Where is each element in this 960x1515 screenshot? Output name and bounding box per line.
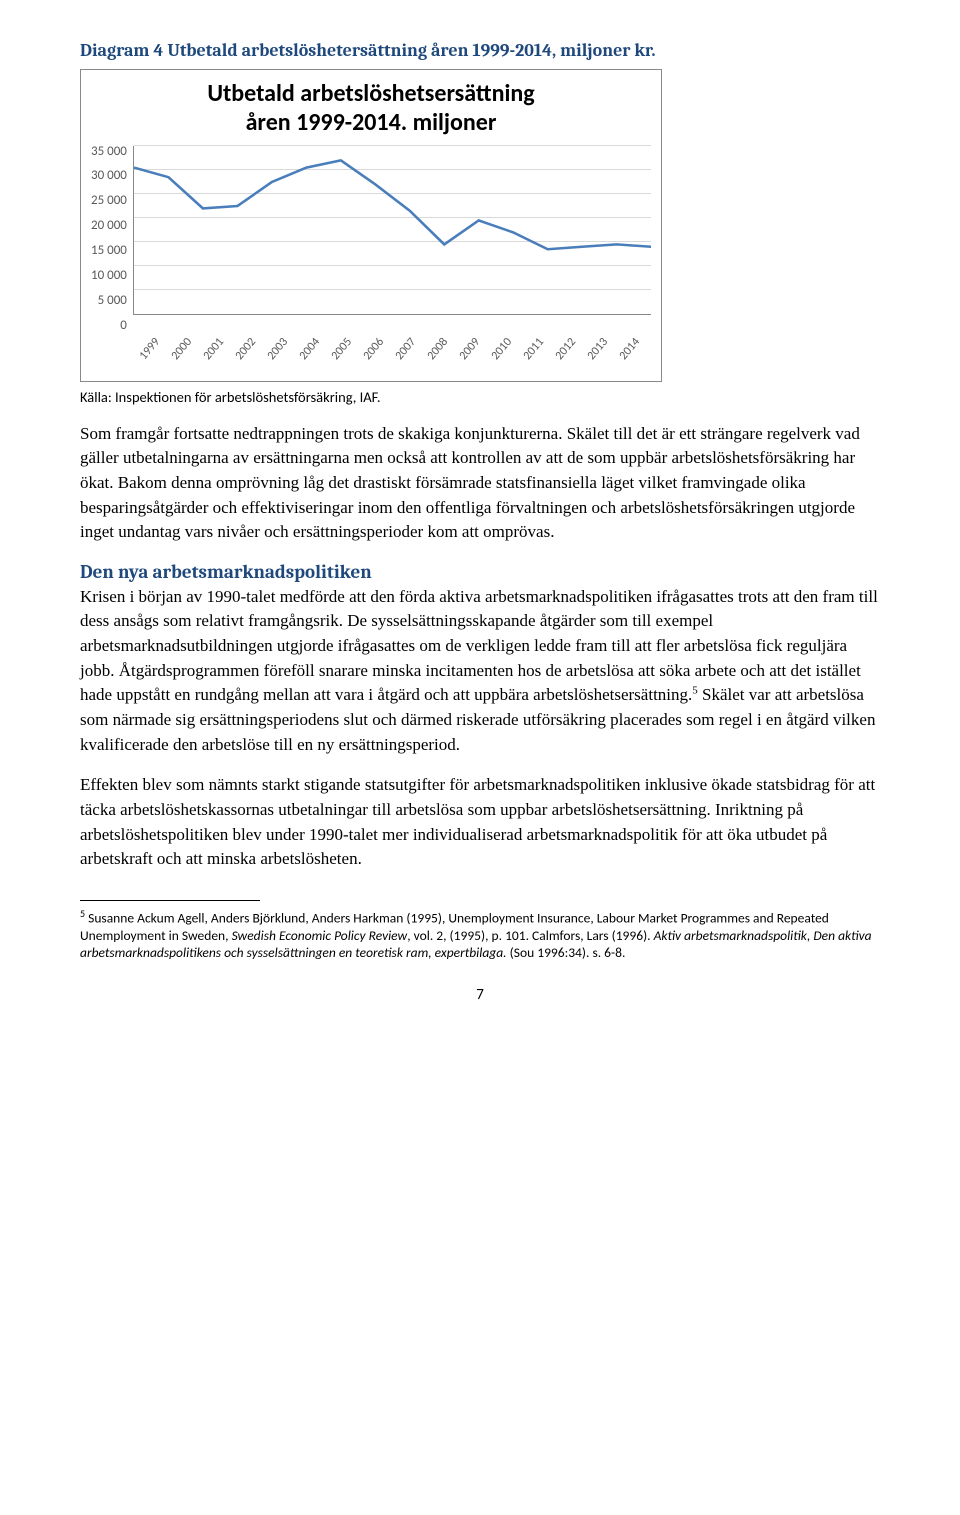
line-chart-svg	[134, 146, 651, 314]
chart-title: Utbetald arbetslöshetsersättning åren 19…	[91, 80, 651, 138]
diagram-caption: Diagram 4 Utbetald arbetslöshetersättnin…	[80, 40, 880, 61]
footnote-5: 5 Susanne Ackum Agell, Anders Björklund,…	[80, 907, 880, 962]
chart-line	[134, 160, 651, 249]
chart-container: Utbetald arbetslöshetsersättning åren 19…	[80, 69, 662, 382]
plot-area	[133, 146, 651, 315]
chart-title-line2: åren 1999-2014. miljoner	[246, 108, 497, 137]
paragraph-3: Effekten blev som nämnts starkt stigande…	[80, 773, 880, 872]
y-axis: 05 00010 00015 00020 00025 00030 00035 0…	[91, 140, 133, 314]
section-heading: Den nya arbetsmarknadspolitiken	[80, 561, 880, 583]
footnote-text-2: , vol. 2, (1995), p. 101. Calmfors, Lars…	[407, 927, 653, 944]
chart-body: 05 00010 00015 00020 00025 00030 00035 0…	[91, 146, 651, 346]
footnote-text-3: (Sou 1996:34). s. 6-8.	[507, 944, 626, 961]
chart-title-line1: Utbetald arbetslöshetsersättning	[207, 79, 534, 108]
paragraph-2: Krisen i början av 1990-talet medförde a…	[80, 585, 880, 757]
footnote-separator	[80, 900, 260, 901]
x-axis: 1999200020012002200320042005200620072008…	[139, 348, 651, 376]
footnote-italic-1: Swedish Economic Policy Review	[232, 927, 408, 944]
page-number: 7	[80, 986, 880, 1004]
paragraph-1: Som framgår fortsatte nedtrappningen tro…	[80, 422, 880, 545]
document-page: Diagram 4 Utbetald arbetslöshetersättnin…	[0, 0, 960, 1034]
source-line: Källa: Inspektionen för arbetslöshetsför…	[80, 388, 880, 406]
